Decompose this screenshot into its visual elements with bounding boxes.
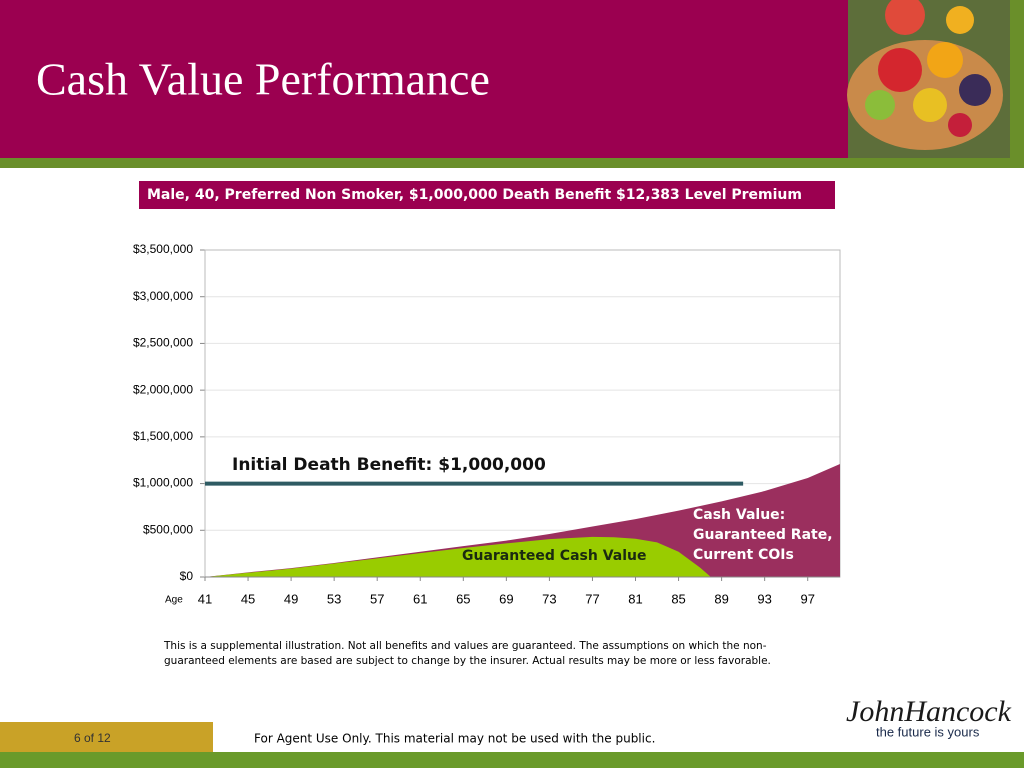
x-tick-label: 61 xyxy=(413,591,427,606)
y-tick-label: $500,000 xyxy=(143,522,193,536)
x-axis-label: Age xyxy=(165,595,183,606)
subtitle: Male, 40, Preferred Non Smoker, $1,000,0… xyxy=(147,187,802,203)
x-tick-label: 57 xyxy=(370,591,384,606)
footer-text: For Agent Use Only. This material may no… xyxy=(254,732,655,746)
page-box xyxy=(0,722,213,752)
x-tick-label: 97 xyxy=(800,591,814,606)
series-label: Guaranteed Cash Value xyxy=(462,548,646,564)
dessert-photo xyxy=(847,0,1024,158)
series-label: Cash Value: xyxy=(693,507,785,523)
x-tick-label: 81 xyxy=(628,591,642,606)
area xyxy=(205,463,840,577)
y-tick-label: $2,000,000 xyxy=(133,382,193,396)
chart: $0 $500,000 $1,000,000 $1,500,000 $2,000,000… xyxy=(133,242,841,606)
x-tick-label: 73 xyxy=(542,591,556,606)
series-label: Current COIs xyxy=(693,547,794,563)
slide-title: Cash Value Performance xyxy=(36,54,490,105)
x-tick-label: 77 xyxy=(585,591,599,606)
y-tick-label: $1,500,000 xyxy=(133,429,193,443)
logo: JohnHancock xyxy=(846,695,1012,728)
x-tick-label: 45 xyxy=(241,591,255,606)
x-tick-label: 65 xyxy=(456,591,470,606)
disclaimer-line: guaranteed elements are based are subjec… xyxy=(164,655,771,667)
x-tick-label: 85 xyxy=(671,591,685,606)
header-stripe xyxy=(0,158,1024,168)
series-label: Guaranteed Rate, xyxy=(693,527,833,543)
y-tick-label: $2,500,000 xyxy=(133,336,193,350)
x-tick-label: 53 xyxy=(327,591,341,606)
footer-band xyxy=(0,752,1024,768)
subtitle-box xyxy=(137,179,837,211)
y-tick-label: $1,000,000 xyxy=(133,476,193,490)
y-tick-label: $3,500,000 xyxy=(133,242,193,256)
x-tick-label: 41 xyxy=(198,591,212,606)
y-tick-label: $3,000,000 xyxy=(133,289,193,303)
area xyxy=(205,536,711,577)
x-tick-label: 69 xyxy=(499,591,513,606)
x-tick-label: 93 xyxy=(757,591,771,606)
series-label: Initial Death Benefit: $1,000,000 xyxy=(232,455,546,475)
tagline: the future is yours xyxy=(876,724,980,739)
x-tick-label: 89 xyxy=(714,591,728,606)
disclaimer-line: This is a supplemental illustration. Not… xyxy=(163,640,767,652)
x-tick-label: 49 xyxy=(284,591,298,606)
page-number: 6 of 12 xyxy=(74,731,111,745)
y-tick-label: $0 xyxy=(180,569,194,583)
